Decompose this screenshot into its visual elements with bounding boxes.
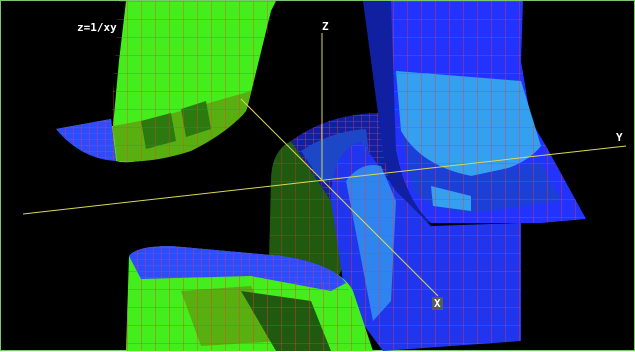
surface-bottom-left-green bbox=[126, 246, 373, 351]
equation-label: z=1/xy bbox=[77, 21, 117, 34]
y-axis-label: Y bbox=[616, 131, 623, 144]
surface-top-left-green bbox=[56, 1, 276, 163]
surface-top-right-blue bbox=[363, 1, 586, 223]
axis-lines bbox=[22, 33, 627, 297]
x-axis-label: X bbox=[432, 297, 443, 310]
x-axis-line bbox=[240, 98, 439, 297]
y-axis-line bbox=[22, 145, 627, 215]
surface-center-blue bbox=[331, 141, 521, 351]
z-axis-label: Z bbox=[322, 20, 329, 33]
